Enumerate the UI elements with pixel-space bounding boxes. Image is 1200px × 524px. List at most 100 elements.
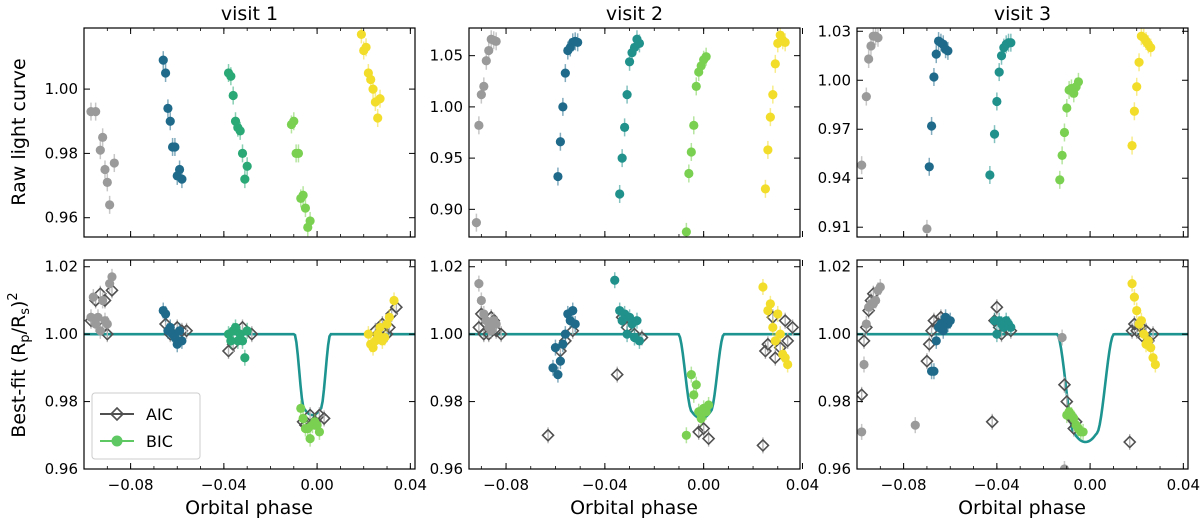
y-tick-label: 0.98: [45, 393, 78, 411]
data-point-teal: [994, 67, 1004, 77]
data-point-yellow: [366, 74, 376, 85]
aic-point: [1146, 327, 1160, 341]
y-tick-label: 1.00: [430, 98, 463, 116]
data-point-dark_blue: [555, 137, 565, 147]
data-point-green: [681, 227, 691, 237]
data-point-gray: [861, 319, 871, 329]
data-point-dark_blue: [943, 46, 953, 56]
aic-point: [990, 300, 1004, 314]
best-fit-ylabel-open: (R: [8, 343, 30, 364]
legend-bic-label: BIC: [146, 432, 173, 451]
data-point-gray: [1057, 332, 1067, 343]
data-point-yellow: [763, 145, 773, 155]
best-fit-ylabel-slash: /R: [8, 315, 30, 335]
aic-point: [1130, 324, 1144, 338]
data-point-dark_blue: [174, 164, 185, 175]
x-tick-label: 0.04: [1167, 476, 1200, 494]
axes-frame: [856, 27, 1189, 238]
data-point-dark_blue: [174, 326, 185, 336]
data-point-yellow: [1136, 316, 1146, 326]
aic-point: [566, 324, 580, 338]
panel-6: −0.08 −0.04 0.00 0.04 0.96 0.98 1.00 1.02: [818, 258, 1200, 494]
data-point-yellow: [758, 282, 768, 292]
data-point-dark_blue: [560, 68, 570, 78]
x-axis-title-visit-3: Orbital phase: [958, 497, 1086, 519]
data-point-gray: [471, 218, 482, 228]
y-tick-label: 1.00: [45, 80, 78, 98]
data-point-yellow: [375, 94, 385, 104]
y-tick-label: 1.00: [430, 325, 463, 343]
y-tick-label: 1.02: [818, 258, 851, 276]
best-fit-ylabel-p: p: [18, 334, 33, 342]
data-point-yellow: [780, 37, 790, 47]
data-point-dark_blue: [177, 336, 187, 346]
data-point-dark_blue: [931, 49, 941, 59]
y-tick-label: 0.95: [430, 149, 463, 167]
data-point-dark_blue: [573, 37, 583, 47]
data-point-green_teal: [226, 71, 236, 81]
aic-point: [985, 415, 999, 429]
data-point-teal: [1006, 38, 1016, 48]
data-point-gray: [491, 36, 501, 46]
data-point-gray: [98, 132, 108, 142]
y-tick-label: 0.96: [430, 460, 463, 478]
axes-frame: [468, 259, 801, 470]
data-point-teal: [1006, 322, 1016, 333]
x-tick-label: 0.04: [786, 476, 819, 494]
aic-point: [756, 438, 770, 453]
aic-point: [494, 327, 508, 341]
best-fit-ylabel: Best-fit (Rp/Rs)2: [6, 292, 33, 437]
data-point-green: [305, 434, 315, 444]
data-point-teal: [996, 51, 1007, 61]
data-point-green: [293, 148, 304, 158]
data-point-dark_blue: [945, 316, 955, 326]
data-point-green: [686, 370, 696, 380]
data-point-yellow: [768, 89, 778, 100]
x-tick-label: −0.08: [483, 476, 529, 494]
data-point-dark_blue: [160, 309, 171, 319]
data-point-green: [296, 403, 306, 413]
data-point-yellow: [765, 299, 775, 309]
data-point-gray: [107, 272, 117, 282]
panel-2: 0.90 0.95 1.00 1.05 visit 2: [430, 3, 803, 238]
data-point-green_teal: [228, 90, 238, 101]
data-point-green: [1059, 127, 1070, 138]
plot-area: [857, 28, 1156, 237]
data-point-dark_blue: [548, 363, 558, 373]
data-point-dark_blue: [165, 116, 175, 126]
data-point-gray: [857, 427, 867, 437]
data-point-teal: [610, 275, 620, 285]
data-point-yellow: [1146, 42, 1156, 53]
data-point-gray: [86, 312, 96, 322]
aic-point: [1057, 378, 1072, 392]
aic-point: [692, 425, 706, 439]
data-point-yellow: [384, 312, 394, 322]
data-point-green: [289, 116, 299, 126]
data-point-teal: [622, 89, 632, 100]
data-point-teal: [615, 189, 625, 199]
plot-area: [471, 28, 790, 237]
data-point-teal: [992, 329, 1002, 339]
data-point-gray: [875, 282, 885, 292]
aic-point: [781, 334, 795, 348]
model-curve: [857, 332, 1188, 444]
aic-point: [701, 432, 716, 446]
data-point-dark_blue: [163, 103, 173, 113]
data-point-yellow: [783, 359, 793, 370]
data-point-green: [681, 430, 691, 440]
data-point-dark_blue: [570, 319, 580, 329]
data-point-gray: [864, 54, 874, 64]
aic-point: [541, 428, 555, 442]
aic-point: [778, 314, 792, 328]
chart-panels: 0.96 0.98 1.00 visit 1 0.90 0.95 1.00 1.05 visit…: [45, 3, 1200, 494]
y-tick-label: 1.02: [45, 258, 78, 276]
plot-area: [469, 272, 800, 454]
data-point-green: [691, 380, 701, 390]
data-point-gray: [91, 107, 101, 117]
panel-title: visit 1: [221, 3, 278, 25]
data-point-gray: [491, 319, 501, 329]
data-point-dark_blue: [560, 329, 570, 339]
data-point-teal: [632, 316, 642, 326]
data-point-yellow: [1129, 106, 1139, 116]
data-point-dark_blue: [926, 121, 937, 131]
